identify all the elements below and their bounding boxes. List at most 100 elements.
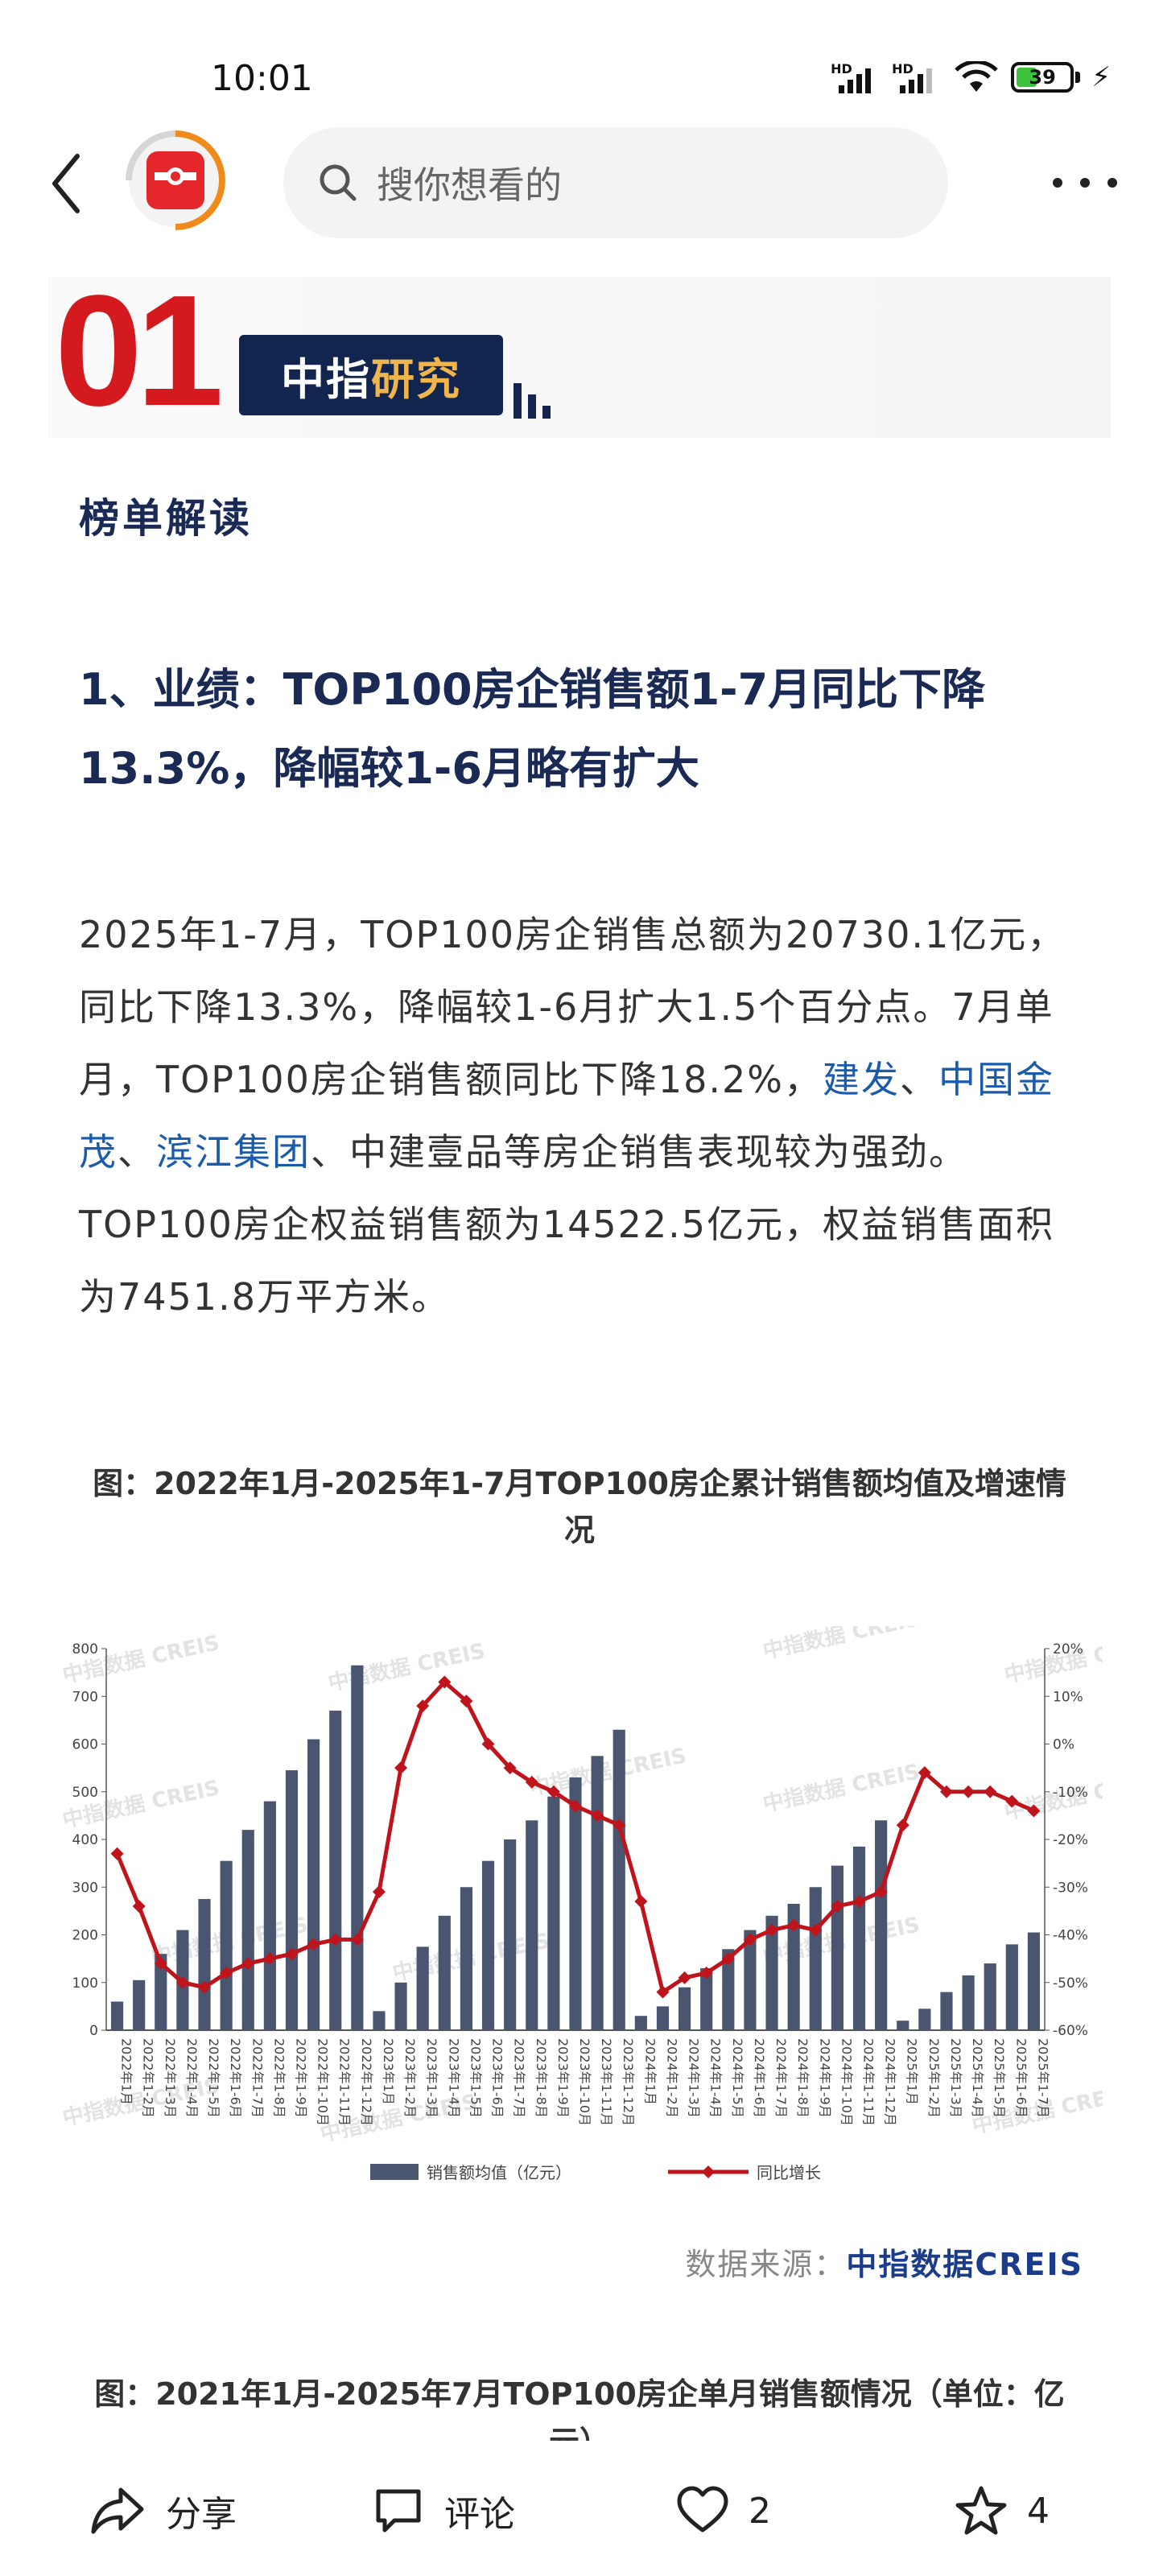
x-tick-label: 2023年1-4月 bbox=[446, 2038, 461, 2118]
comment-icon bbox=[376, 2489, 421, 2533]
y-left-tick-label: 500 bbox=[72, 1785, 98, 1801]
growth-point bbox=[656, 1985, 670, 1999]
chart-bar bbox=[155, 1954, 167, 2030]
share-button[interactable]: 分享 bbox=[90, 2483, 237, 2539]
y-left-tick-label: 800 bbox=[72, 1641, 98, 1657]
source-brand-link[interactable]: 中指数据CREIS bbox=[846, 2247, 1083, 2282]
watermark-text: 中指数据 CREIS bbox=[326, 1639, 487, 1696]
comment-button[interactable]: 评论 bbox=[372, 2483, 515, 2539]
growth-point bbox=[307, 1938, 320, 1951]
x-tick-label: 2023年1-12月 bbox=[621, 2038, 636, 2126]
chart-bar bbox=[438, 1915, 451, 2030]
chart-bar bbox=[962, 1975, 975, 2030]
x-tick-label: 2022年1-3月 bbox=[163, 2038, 178, 2118]
growth-point bbox=[328, 1933, 342, 1946]
sales-chart: 中指数据 CREIS 中指数据 CREIS 中指数据 CREIS 中指数据 CREIS… bbox=[56, 1607, 1159, 2206]
growth-point bbox=[438, 1675, 452, 1689]
status-bar: 10:01 HD HD 39 ⚡ bbox=[0, 0, 1159, 121]
chart-bar bbox=[329, 1711, 342, 2030]
growth-point bbox=[154, 1957, 167, 1971]
chart-bar bbox=[809, 1887, 822, 2030]
like-count: 2 bbox=[749, 2490, 771, 2532]
x-tick-label: 2023年1-9月 bbox=[555, 2038, 571, 2118]
y-left-tick-label: 100 bbox=[72, 1975, 98, 1992]
x-tick-label: 2024年1-3月 bbox=[687, 2038, 702, 2118]
account-avatar[interactable] bbox=[126, 130, 225, 230]
x-tick-label: 2023年1-7月 bbox=[512, 2038, 527, 2118]
legend-label-bar: 销售额均值（亿元） bbox=[427, 2163, 571, 2182]
company-link-binjiang[interactable]: 滨江集团 bbox=[156, 1130, 311, 1174]
growth-point bbox=[263, 1952, 277, 1966]
growth-point bbox=[547, 1785, 560, 1798]
x-tick-label: 2024年1-9月 bbox=[817, 2038, 832, 2118]
x-tick-label: 2022年1-8月 bbox=[271, 2038, 287, 2118]
chart-bar bbox=[744, 1930, 757, 2030]
search-bar[interactable]: 搜你想看的 bbox=[283, 127, 948, 238]
search-placeholder: 搜你想看的 bbox=[377, 163, 562, 207]
chart-bar bbox=[918, 2008, 931, 2030]
y-left-tick-label: 300 bbox=[72, 1880, 98, 1896]
x-tick-label: 2024年1-2月 bbox=[664, 2038, 679, 2118]
chart-bar bbox=[416, 1946, 429, 2030]
x-tick-label: 2024年1月 bbox=[642, 2038, 658, 2105]
chart-bar bbox=[656, 2006, 670, 2030]
growth-point bbox=[220, 1966, 233, 1979]
y-left-tick-label: 600 bbox=[72, 1737, 98, 1753]
growth-point bbox=[721, 1952, 735, 1966]
growth-point bbox=[787, 1918, 801, 1932]
chart-bar bbox=[634, 2016, 647, 2030]
chart-title: 图：2022年1月-2025年1-7月TOP100房企累计销售额均值及增速情况 bbox=[93, 1466, 1066, 1548]
y-right-tick-label: -60% bbox=[1053, 2023, 1088, 2039]
watermark-text: 中指数据 CREIS bbox=[60, 1631, 221, 1688]
status-time: 10:01 bbox=[211, 58, 313, 99]
growth-point bbox=[110, 1847, 124, 1860]
growth-point bbox=[1027, 1804, 1041, 1818]
growth-point bbox=[525, 1775, 538, 1789]
banner-brand-tag: 中指 研究 bbox=[239, 335, 503, 415]
chart-bar bbox=[700, 1967, 713, 2030]
company-link-jinmao[interactable]: 中国金茂 bbox=[79, 1058, 1054, 1174]
chart-bar bbox=[394, 1982, 407, 2030]
growth-point bbox=[460, 1695, 473, 1708]
growth-point bbox=[132, 1899, 146, 1913]
growth-point bbox=[241, 1957, 255, 1971]
favorite-button[interactable]: 4 bbox=[955, 2483, 1050, 2539]
x-tick-label: 2023年1-3月 bbox=[424, 2038, 439, 2118]
x-tick-label: 2023年1-5月 bbox=[468, 2038, 483, 2118]
bottom-action-bar: 分享 评论 2 4 bbox=[0, 2442, 1159, 2576]
chart-bar bbox=[373, 2011, 386, 2030]
y-right-tick-label: -10% bbox=[1053, 1785, 1088, 1801]
growth-point bbox=[350, 1933, 364, 1946]
company-link-jianfa[interactable]: 建发 bbox=[822, 1058, 900, 1101]
search-icon bbox=[320, 164, 357, 201]
growth-point bbox=[591, 1809, 604, 1823]
signal-icon: HD bbox=[831, 61, 881, 93]
x-tick-label: 2025年1月 bbox=[905, 2038, 920, 2105]
x-tick-label: 2022年1-6月 bbox=[228, 2038, 243, 2118]
growth-point bbox=[503, 1761, 517, 1775]
battery-icon: 39 bbox=[1011, 62, 1074, 93]
x-tick-label: 2022年1-12月 bbox=[359, 2038, 374, 2126]
article-banner: 01 中指 研究 bbox=[48, 270, 1111, 438]
growth-point bbox=[699, 1966, 713, 1979]
like-button[interactable]: 2 bbox=[676, 2483, 771, 2539]
x-tick-label: 2022年1-5月 bbox=[206, 2038, 221, 2118]
chart-bar bbox=[504, 1839, 517, 2030]
back-icon[interactable] bbox=[45, 150, 93, 217]
favorite-count: 4 bbox=[1027, 2490, 1050, 2532]
x-tick-label: 2025年1-6月 bbox=[1013, 2038, 1029, 2118]
growth-point bbox=[285, 1947, 299, 1961]
watermark-text: 中指数据 CREIS bbox=[761, 1626, 922, 1664]
chart-bar bbox=[591, 1756, 604, 2030]
chart-bar bbox=[1005, 1944, 1018, 2030]
x-tick-label: 2024年1-4月 bbox=[708, 2038, 724, 2118]
chart-bar bbox=[831, 1865, 843, 2030]
watermark-text: 中指数据 CREIS bbox=[761, 1760, 922, 1817]
chart-bar bbox=[940, 1992, 953, 2030]
x-tick-label: 2022年1月 bbox=[119, 2038, 134, 2105]
battery-level: 39 bbox=[1029, 66, 1056, 89]
x-tick-label: 2023年1-8月 bbox=[534, 2038, 549, 2118]
chart-bar bbox=[481, 1860, 495, 2030]
chart-bar bbox=[285, 1770, 299, 2030]
more-options-icon[interactable] bbox=[1053, 169, 1117, 196]
